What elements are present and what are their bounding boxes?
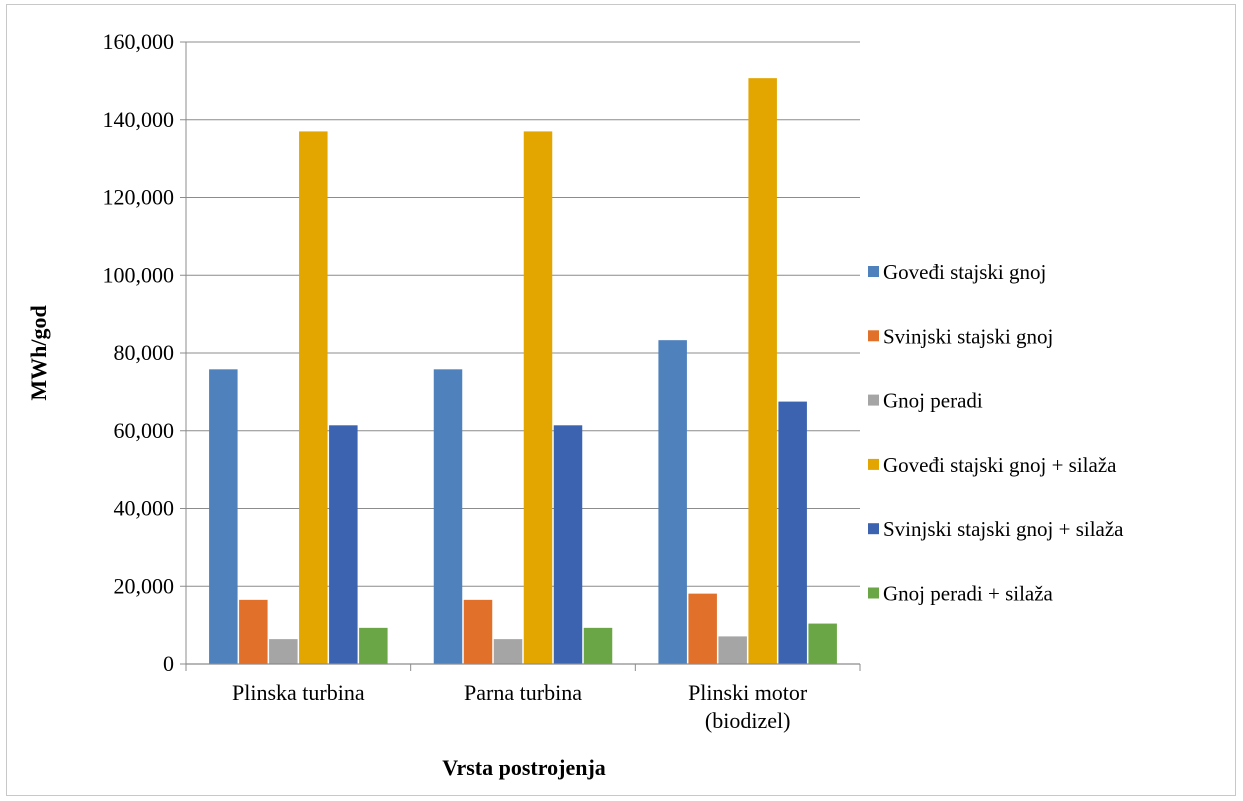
legend-label: Goveđi stajski gnoj + silaža [883, 453, 1117, 477]
bar [583, 627, 613, 664]
bar [329, 425, 358, 664]
legend-swatch [868, 523, 879, 535]
y-tick-label: 120,000 [103, 185, 175, 210]
bar [808, 623, 837, 664]
bar [209, 369, 238, 664]
bar [553, 425, 583, 664]
bar [239, 599, 268, 664]
y-tick-label: 140,000 [103, 107, 175, 132]
y-tick-label: 160,000 [103, 29, 175, 54]
bar [688, 593, 717, 664]
x-tick-labels: Plinska turbina Parna turbina Plinski moto… [232, 680, 808, 733]
axes [185, 42, 861, 671]
x-tick-label: (biodizel) [705, 708, 791, 733]
x-tick-label: Parna turbina [464, 680, 582, 705]
bars [209, 78, 837, 665]
bar [748, 78, 777, 664]
legend-label: Gnoj peradi [883, 389, 983, 413]
legend-swatch [868, 266, 879, 277]
x-tick-label: Plinski motor [688, 680, 808, 705]
bar [433, 369, 463, 664]
bar [269, 639, 298, 664]
legend-swatch [868, 394, 879, 406]
bar [299, 131, 328, 665]
bar [778, 401, 807, 664]
y-axis-title: MWh/god [26, 305, 51, 400]
legend-swatch [868, 587, 879, 599]
y-tick-label: 20,000 [114, 573, 175, 598]
y-tick-label: 100,000 [103, 262, 175, 287]
y-tick-label: 60,000 [114, 418, 175, 443]
bar [718, 636, 747, 664]
legend-label: Goveđi stajski gnoj [883, 260, 1046, 284]
y-tick-label: 0 [163, 651, 174, 676]
legend: Goveđi stajski gnoj Svinjski stajski gnoj… [868, 260, 1124, 606]
bar [658, 340, 687, 664]
legend-swatch [868, 330, 879, 342]
bar [493, 639, 523, 664]
bar [523, 131, 553, 665]
x-axis-title: Vrsta postrojenja [442, 755, 606, 780]
legend-swatch [868, 458, 879, 470]
bar [359, 627, 388, 664]
y-tick-label: 80,000 [114, 340, 175, 365]
x-tick-label: Plinska turbina [232, 680, 365, 705]
legend-label: Svinjski stajski gnoj + silaža [883, 517, 1124, 541]
legend-label: Svinjski stajski gnoj [883, 324, 1053, 348]
y-tick-label: 40,000 [114, 496, 175, 521]
legend-label: Gnoj peradi + silaža [883, 582, 1054, 606]
y-tick-labels: 0 20,000 40,000 60,000 80,000 100,000 120,000 1… [103, 29, 175, 676]
bar [463, 599, 493, 664]
